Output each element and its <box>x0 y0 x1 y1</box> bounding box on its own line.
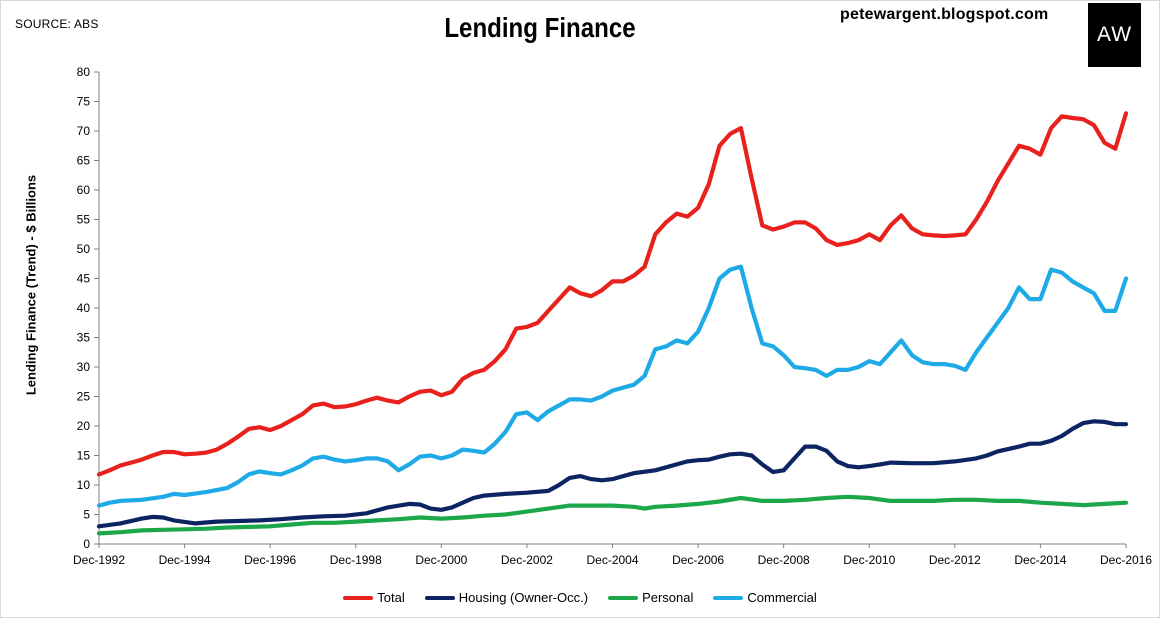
y-tick-label: 30 <box>77 360 91 374</box>
legend-swatch <box>424 595 455 600</box>
x-tick-label: Dec-1998 <box>330 553 382 567</box>
y-tick-label: 45 <box>77 272 91 286</box>
x-ticks: Dec-1992 Dec-1994 Dec-1996 Dec-1998 Dec-2000… <box>73 544 1152 567</box>
y-tick-label: 80 <box>77 65 91 79</box>
legend-label: Personal <box>642 590 694 605</box>
x-tick-label: Dec-2002 <box>501 553 553 567</box>
x-tick-label: Dec-2008 <box>758 553 810 567</box>
legend-item: Personal <box>608 590 693 605</box>
legend-item: Housing (Owner-Occ.) <box>424 590 589 605</box>
y-tick-label: 65 <box>77 154 91 168</box>
series-line-commercial <box>96 264 1129 508</box>
y-tick-label: 55 <box>77 213 91 227</box>
x-tick-label: Dec-1996 <box>244 553 296 567</box>
y-tick-label: 70 <box>77 124 91 138</box>
legend-label: Commercial <box>747 590 817 605</box>
x-tick-label: Dec-2014 <box>1014 553 1066 567</box>
legend-label: Housing (Owner-Occ.) <box>458 590 589 605</box>
x-tick-label: Dec-1992 <box>73 553 125 567</box>
y-tick-label: 35 <box>77 331 91 345</box>
x-tick-label: Dec-2016 <box>1100 553 1152 567</box>
legend-label: Total <box>377 590 405 605</box>
legend-item: Total <box>343 590 405 605</box>
x-tick-label: Dec-2012 <box>929 553 981 567</box>
y-tick-label: 60 <box>77 183 91 197</box>
series-line-housing-owner-occ <box>96 419 1129 529</box>
x-tick-label: Dec-2000 <box>415 553 467 567</box>
series-lines <box>96 111 1129 536</box>
chart-title: Lending Finance <box>444 12 636 43</box>
x-tick-label: Dec-2006 <box>672 553 724 567</box>
y-tick-label: 0 <box>83 537 90 551</box>
x-tick-label: Dec-2010 <box>843 553 895 567</box>
legend-item: Commercial <box>713 590 817 605</box>
y-ticks: 0 5 10 15 20 25 30 35 40 45 50 55 60 65 70 75 80 <box>77 65 99 551</box>
y-tick-label: 25 <box>77 390 91 404</box>
y-tick-label: 50 <box>77 242 91 256</box>
aw-logo: AW <box>1088 3 1141 67</box>
x-tick-label: Dec-1994 <box>159 553 211 567</box>
y-tick-label: 15 <box>77 449 91 463</box>
x-tick-label: Dec-2004 <box>586 553 638 567</box>
legend: Total Housing (Owner-Occ.) Personal Commerc… <box>0 590 1160 605</box>
series-line-total <box>96 111 1129 477</box>
y-tick-label: 5 <box>83 508 90 522</box>
y-tick-label: 10 <box>77 478 91 492</box>
y-tick-label: 75 <box>77 95 91 109</box>
series-line-personal <box>96 494 1129 536</box>
legend-swatch <box>713 595 744 600</box>
legend-swatch <box>608 595 639 600</box>
source-label: SOURCE: ABS <box>15 17 99 31</box>
site-url: petewargent.blogspot.com <box>840 6 1049 23</box>
y-tick-label: 20 <box>77 419 91 433</box>
y-tick-label: 40 <box>77 301 91 315</box>
legend-swatch <box>343 595 374 600</box>
